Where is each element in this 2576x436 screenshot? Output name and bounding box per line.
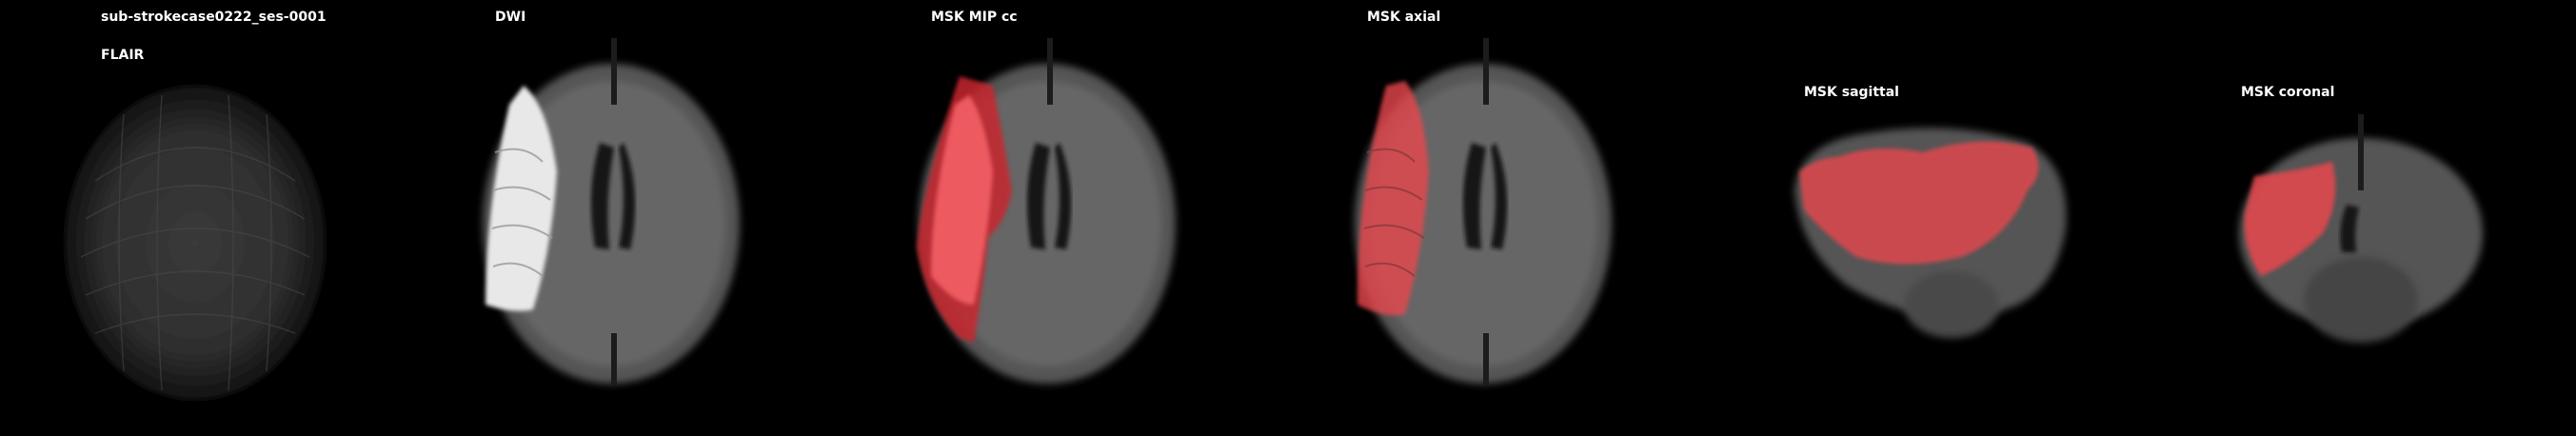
panel-title-dwi: DWI xyxy=(495,10,526,25)
mask-sagittal-image xyxy=(1780,0,2094,436)
panel-title-msk-mip: MSK MIP cc xyxy=(931,10,1018,25)
mask-axial-image xyxy=(1338,0,1624,436)
flair-image xyxy=(57,0,343,436)
mask-mip-image xyxy=(902,0,1188,436)
dwi-image xyxy=(466,0,752,436)
mask-coronal-image xyxy=(2218,0,2504,436)
panel-title-msk-axial: MSK axial xyxy=(1367,10,1441,25)
panel-title-msk-coronal: MSK coronal xyxy=(2241,85,2335,100)
subject-title: sub-strokecase0222_ses-0001 xyxy=(101,10,327,25)
panel-title-msk-sagittal: MSK sagittal xyxy=(1804,85,1899,100)
panel-title-flair: FLAIR xyxy=(101,48,145,63)
